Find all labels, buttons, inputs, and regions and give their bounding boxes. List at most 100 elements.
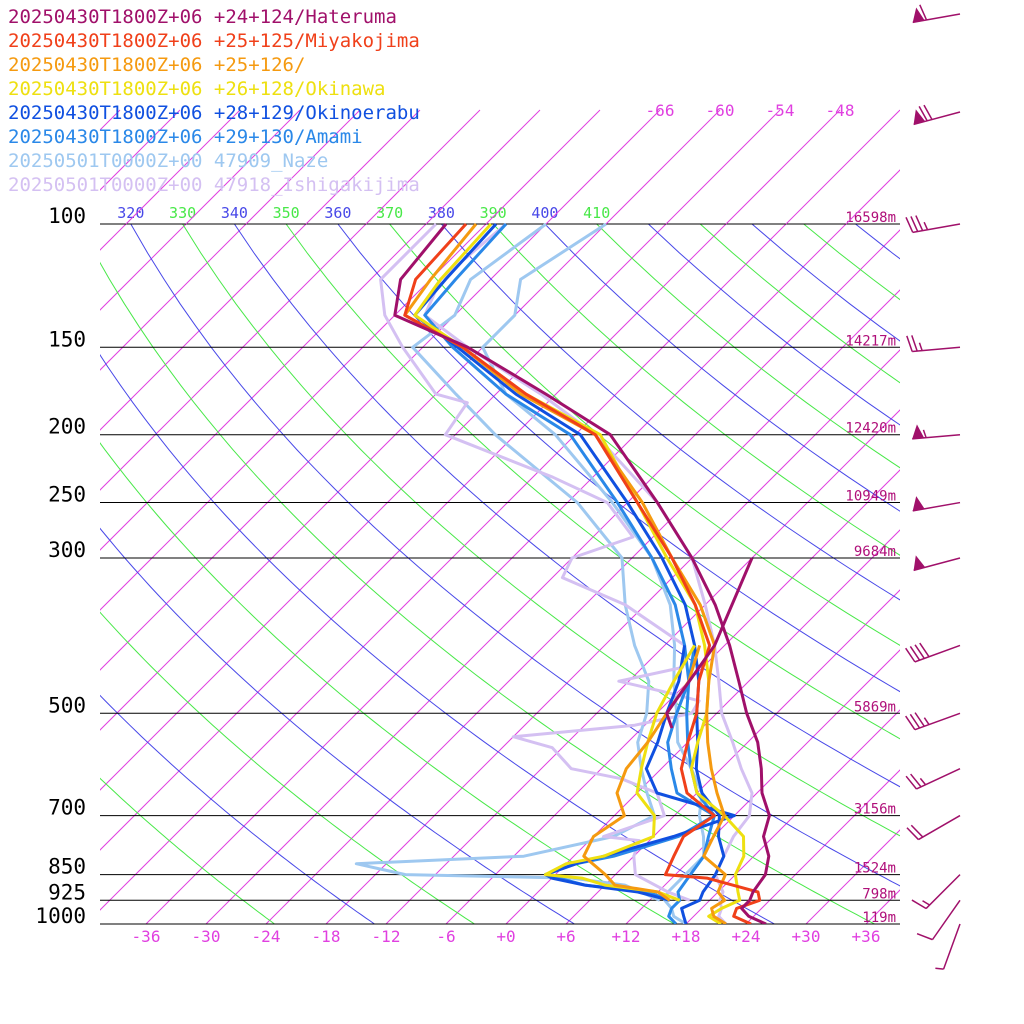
isotherm-line	[505, 529, 900, 924]
wind-barb-staff	[942, 923, 961, 970]
theta-line	[233, 224, 900, 788]
wind-barb-half-flag	[935, 967, 944, 970]
isotherm-line	[100, 224, 487, 611]
pressure-tick-label: 250	[48, 483, 86, 507]
wind-barb	[913, 104, 961, 126]
wind-barb	[912, 496, 961, 512]
wind-barb-flag	[906, 827, 919, 841]
height-label: 9684m	[854, 544, 896, 560]
isotherm-line	[100, 224, 787, 911]
wind-barb-flag	[905, 775, 918, 790]
temperature-tick-label: +6	[556, 927, 575, 946]
legend-entry: 20250430T1800Z+06 +25+125/Miyakojima	[8, 30, 420, 52]
background-lines	[0, 224, 1024, 924]
temperature-tick-label: -30	[192, 927, 221, 946]
isotherm-line	[100, 224, 547, 671]
wind-barb-staff	[912, 433, 961, 440]
wind-barb-half-flag	[919, 777, 927, 786]
dewpoint-series-line	[379, 222, 701, 902]
pressure-tick-label: 850	[48, 855, 86, 879]
temperature-tick-label: -18	[312, 927, 341, 946]
wind-barb-flag	[910, 773, 922, 788]
temperature-tick-label: -12	[372, 927, 401, 946]
upper-isotherm-line	[545, 109, 661, 225]
wind-barb	[913, 555, 961, 572]
wind-barb	[905, 215, 961, 234]
wind-barb	[905, 768, 961, 790]
isotherm-line	[100, 224, 307, 431]
theta-labels: 320 330 340 350 360 370 380 390 400 410	[117, 204, 610, 222]
wind-barb-flag	[910, 216, 919, 232]
pressure-tick-label: 200	[48, 415, 86, 439]
isotherm-line	[100, 224, 667, 791]
wind-barb-staff	[914, 644, 961, 663]
isotherm-line	[100, 224, 187, 311]
wind-barb-flag	[915, 215, 924, 231]
isotherm-line	[986, 224, 1024, 924]
theta-line	[699, 224, 900, 384]
height-label: 5869m	[854, 699, 896, 715]
isotherm-line	[745, 769, 900, 924]
wind-barb-flag	[914, 644, 925, 659]
upper-isotherm-line	[100, 109, 121, 131]
legend-entry: 20250430T1800Z+06 +28+129/Okinoerabu	[8, 102, 420, 124]
upper-isotherm-line	[365, 109, 481, 225]
upper-isotherm-line	[906, 110, 1020, 224]
temperature-series-line	[423, 222, 716, 924]
series-lines	[354, 222, 771, 924]
wind-barb-flag	[910, 824, 924, 838]
height-label: 119m	[862, 910, 896, 926]
height-labels: 16598m 14217m 12420m 10949m 9684m 5869m 3156m 1…	[845, 210, 896, 926]
wind-barb-staff	[912, 223, 961, 234]
temperature-tick-label: +12	[612, 927, 641, 946]
wind-barb-half-flag	[923, 717, 930, 725]
theta-line	[182, 224, 900, 837]
isotherm-line	[100, 224, 367, 491]
theta-tick-label: 330	[169, 204, 196, 222]
wind-barb-flag	[923, 104, 933, 120]
isotherm-line	[445, 469, 900, 924]
wind-barb-flag	[905, 715, 916, 731]
wind-barb	[935, 923, 961, 970]
pressure-tick-label: 925	[48, 880, 86, 904]
wind-barb-flag	[905, 647, 916, 663]
pressure-tick-label: 700	[48, 796, 86, 820]
wind-barb-flag	[919, 642, 930, 658]
wind-barb-pennant	[912, 7, 925, 23]
height-label: 798m	[862, 886, 896, 902]
height-label: 10949m	[845, 489, 896, 505]
wind-barbs	[905, 4, 961, 970]
wind-barb-flag	[916, 933, 933, 941]
theta-tick-label: 370	[376, 204, 403, 222]
legend-entry: 20250430T1800Z+06 +29+130/Amami	[8, 126, 363, 148]
height-label: 12420m	[845, 421, 896, 437]
wind-barb	[916, 899, 961, 941]
isotherm-line	[865, 889, 900, 924]
wind-barb-pennant	[912, 424, 925, 439]
isotherm-line	[926, 224, 1024, 924]
wind-barb-staff	[912, 13, 961, 24]
theta-tick-label: 350	[273, 204, 300, 222]
pressure-tick-label: 1000	[35, 904, 86, 928]
isotherm-line	[0, 224, 6, 924]
wind-barb-staff	[925, 874, 961, 910]
wind-barb-staff	[913, 111, 961, 126]
wind-barb-flag	[911, 899, 927, 910]
upper-isotherm-line	[845, 169, 900, 225]
isotherm-line	[685, 709, 900, 924]
upper-isotherm-line	[100, 109, 181, 191]
temperature-axis: -36 -30 -24 -18 -12 -6 +0 +6 +12 +18 +24 +30 +36	[132, 927, 881, 946]
height-label: 3156m	[854, 802, 896, 818]
upper-isotherm-label: -54	[766, 101, 795, 120]
wind-barb-staff	[918, 814, 961, 841]
upper-isotherm-line	[245, 109, 361, 225]
temperature-tick-label: +30	[792, 927, 821, 946]
upper-isotherm-line	[785, 109, 900, 225]
dewpoint-series-line	[665, 557, 754, 729]
upper-isotherm-line	[185, 109, 301, 225]
theta-line	[100, 777, 275, 924]
theta-tick-label: 410	[583, 204, 610, 222]
wind-barb-staff	[916, 768, 961, 790]
